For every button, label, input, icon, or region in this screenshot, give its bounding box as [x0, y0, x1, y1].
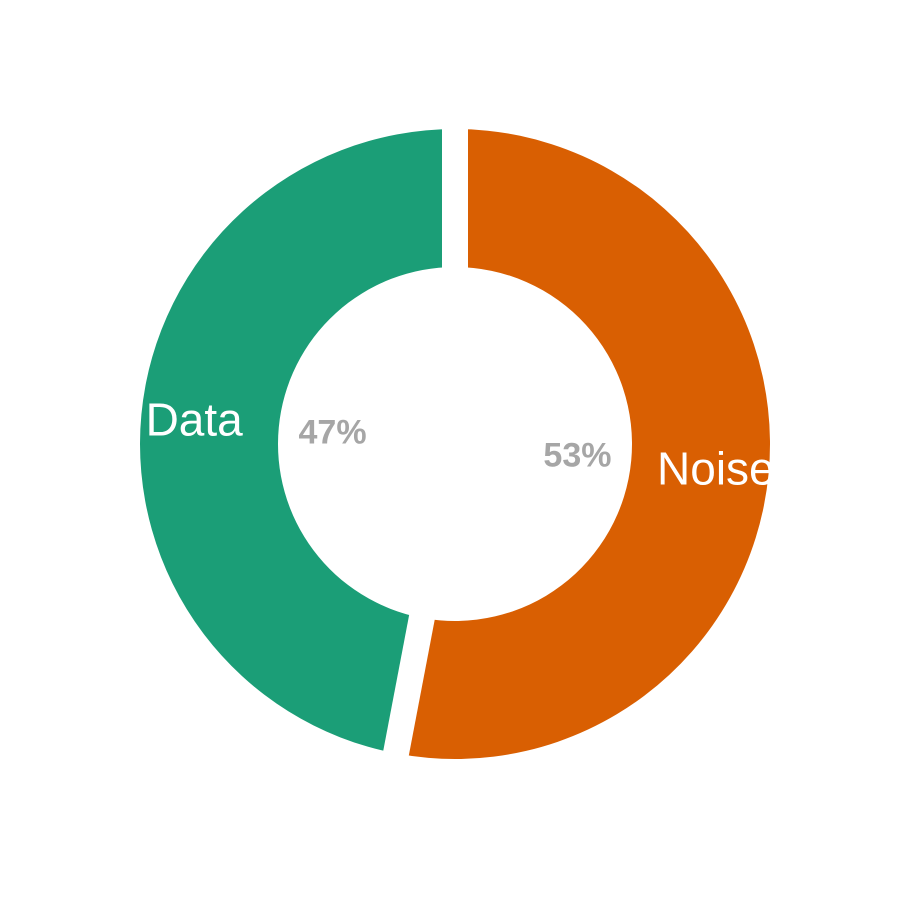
slice-label-data: Data [146, 393, 244, 445]
slice-label-noise: Noise [657, 443, 775, 495]
percent-label-data: 47% [299, 413, 367, 451]
slices-layer [139, 124, 770, 761]
labels-layer: Data 47% Noise 53% [146, 393, 775, 494]
slice-separator [382, 610, 436, 761]
slice-noise [395, 129, 770, 759]
slice-data [139, 129, 456, 754]
percent-label-noise: 53% [543, 437, 611, 475]
